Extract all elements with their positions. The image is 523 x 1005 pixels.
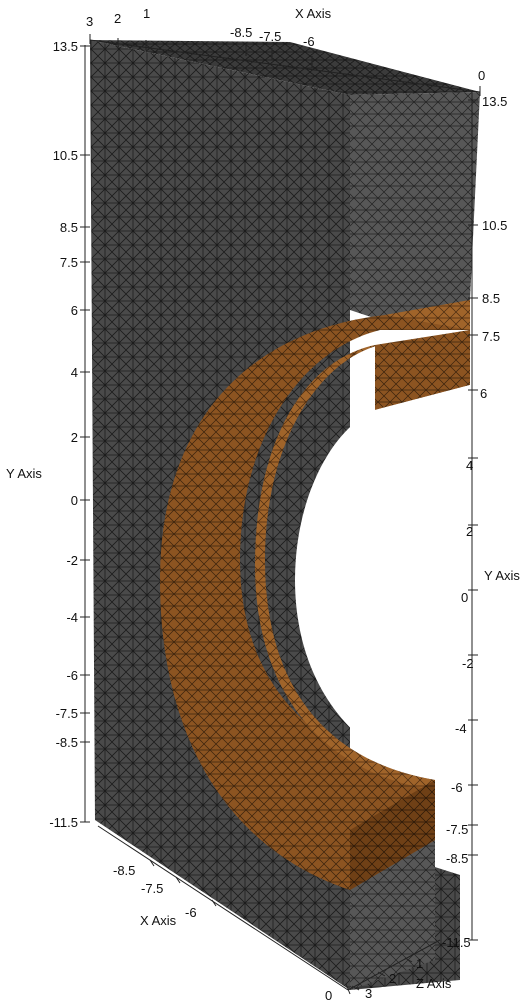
x-top-tick-label: -8.5 (230, 25, 252, 40)
y-left-tick-label: 7.5 (60, 255, 78, 270)
y-left-tick-label: 6 (71, 303, 78, 318)
y-left-tick-label: 4 (71, 365, 78, 380)
y-right-tick-label: 13.5 (482, 94, 507, 109)
z-tick-label: 1 (416, 956, 423, 971)
y-right-tick-label: -4 (455, 721, 467, 736)
y-right-tick-label: 10.5 (482, 218, 507, 233)
y-axis-left-ticks: 13.5 10.5 8.5 7.5 6 4 2 0 -2 -4 -6 -7.5 … (49, 39, 90, 830)
y-left-tick-label: 10.5 (53, 148, 78, 163)
x-bottom-tick-label: -8.5 (113, 863, 135, 878)
mesh-side-face-upper (350, 92, 480, 320)
x-axis-bottom-line (97, 825, 349, 991)
z-axis-ticks: 1 2 3 (351, 956, 423, 1001)
insert-lower-block (350, 780, 435, 890)
x-bottom-tick-label: -6 (185, 905, 197, 920)
x-axis-top-title: X Axis (295, 6, 332, 21)
y-right-tick-label: -8.5 (446, 851, 468, 866)
z-tick-label: 2 (389, 971, 396, 986)
insert-outer-face (160, 300, 470, 890)
y-axis-left-title: Y Axis (6, 466, 42, 481)
y-left-tick-label: 2 (71, 430, 78, 445)
x-axis-top-line (89, 39, 481, 93)
y-right-tick-label: 8.5 (482, 291, 500, 306)
x-top-tick-label: 2 (114, 11, 121, 26)
y-left-tick-label: -4 (66, 610, 78, 625)
y-left-tick-label: 0 (71, 493, 78, 508)
x-bottom-tick-label: -7.5 (141, 881, 163, 896)
y-left-tick-label: -7.5 (56, 706, 78, 721)
y-left-tick-label: -6 (66, 668, 78, 683)
y-axis-right-title: Y Axis (484, 568, 520, 583)
x-bottom-tick-label: 0 (325, 988, 332, 1003)
y-left-tick-label: -2 (66, 553, 78, 568)
y-left-tick-label: -8.5 (56, 735, 78, 750)
y-right-tick-label: 6 (480, 386, 487, 401)
y-right-tick-label: -2 (462, 656, 474, 671)
y-right-tick-label: 2 (466, 524, 473, 539)
y-right-tick-label: -11.5 (442, 935, 471, 950)
z-tick-label: 3 (365, 986, 372, 1001)
x-axis-bottom-ticks: -8.5 -7.5 -6 0 (113, 859, 351, 1003)
x-axis-top-ticks: 3 2 1 -8.5 -7.5 -6 0 (86, 6, 485, 96)
insert-hole (295, 385, 470, 775)
x-top-tick-label: -6 (303, 34, 315, 49)
mesh-top-face (90, 40, 480, 95)
y-right-tick-label: 4 (466, 458, 473, 473)
y-left-tick-label: 13.5 (53, 39, 78, 54)
y-left-tick-label: -11.5 (49, 815, 78, 830)
y-left-tick-label: 8.5 (60, 220, 78, 235)
y-right-tick-label: -6 (451, 780, 463, 795)
insert-ring (160, 300, 470, 890)
axes-overlay: 13.5 10.5 8.5 7.5 6 4 2 0 -2 -4 -6 -7.5 … (6, 6, 520, 1003)
x-top-tick-label: -7.5 (259, 29, 281, 44)
x-top-tick-label: 0 (478, 68, 485, 83)
mesh-front-face (90, 40, 460, 990)
y-right-tick-label: -7.5 (446, 822, 468, 837)
z-axis-line (347, 939, 441, 991)
y-right-tick-label: 0 (461, 590, 468, 605)
y-right-tick-label: 7.5 (482, 329, 500, 344)
x-top-tick-label: 1 (143, 6, 150, 21)
x-axis-bottom-title: X Axis (140, 913, 177, 928)
insert-upper-block (375, 330, 470, 410)
mesh-block (90, 40, 480, 990)
z-axis-title: Z Axis (416, 976, 452, 991)
x-top-tick-label: 3 (86, 14, 93, 29)
y-axis-right-ticks: 13.5 10.5 8.5 7.5 6 4 2 0 -2 -4 -6 -7.5 … (442, 94, 507, 950)
